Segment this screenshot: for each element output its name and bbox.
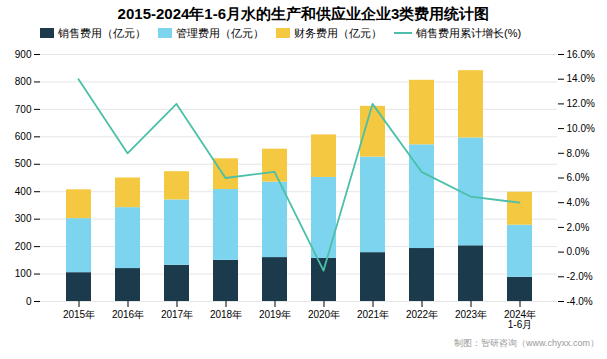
svg-text:100: 100 <box>15 268 32 279</box>
svg-text:800: 800 <box>15 76 32 87</box>
svg-text:16.0%: 16.0% <box>567 49 595 60</box>
svg-text:2019年: 2019年 <box>259 309 291 320</box>
svg-text:400: 400 <box>15 186 32 197</box>
svg-text:-4.0%: -4.0% <box>567 296 593 307</box>
svg-text:-2.0%: -2.0% <box>567 271 593 282</box>
svg-text:2022年: 2022年 <box>406 309 438 320</box>
svg-text:200: 200 <box>15 241 32 252</box>
svg-text:0: 0 <box>26 296 32 307</box>
svg-text:700: 700 <box>15 104 32 115</box>
svg-text:2024年1-6月: 2024年1-6月 <box>504 309 536 330</box>
svg-text:300: 300 <box>15 213 32 224</box>
svg-text:600: 600 <box>15 131 32 142</box>
svg-text:10.0%: 10.0% <box>567 123 595 134</box>
svg-text:2016年: 2016年 <box>112 309 144 320</box>
html-text:管理费用（亿元）: 管理费用（亿元） <box>176 26 264 39</box>
svg-text:6.0%: 6.0% <box>567 172 590 183</box>
svg-text:2.0%: 2.0% <box>567 222 590 233</box>
html-text:制图：智研咨询（www.chyxx.com）: 制图：智研咨询（www.chyxx.com） <box>454 338 599 348</box>
html-text:财务费用（亿元）: 财务费用（亿元） <box>294 26 382 39</box>
svg-text:2015年: 2015年 <box>63 309 95 320</box>
svg-text:4.0%: 4.0% <box>567 197 590 208</box>
svg-text:2021年: 2021年 <box>357 309 389 320</box>
html-text:2015-2024年1-6月水的生产和供应业企业3类费用统计: 2015-2024年1-6月水的生产和供应业企业3类费用统计图 <box>117 5 490 22</box>
svg-text:12.0%: 12.0% <box>567 98 595 109</box>
html-text:销售费用（亿元）: 销售费用（亿元） <box>58 26 146 39</box>
svg-text:2023年: 2023年 <box>455 309 487 320</box>
svg-text:2018年: 2018年 <box>210 309 242 320</box>
svg-text:2017年: 2017年 <box>161 309 193 320</box>
svg-text:14.0%: 14.0% <box>567 73 595 84</box>
svg-text:500: 500 <box>15 158 32 169</box>
svg-text:2020年: 2020年 <box>308 309 340 320</box>
svg-text:900: 900 <box>15 49 32 60</box>
svg-text:8.0%: 8.0% <box>567 148 590 159</box>
svg-text:0.0%: 0.0% <box>567 246 590 257</box>
html-text:销售费用累计增长(%): 销售费用累计增长(%) <box>416 26 522 39</box>
